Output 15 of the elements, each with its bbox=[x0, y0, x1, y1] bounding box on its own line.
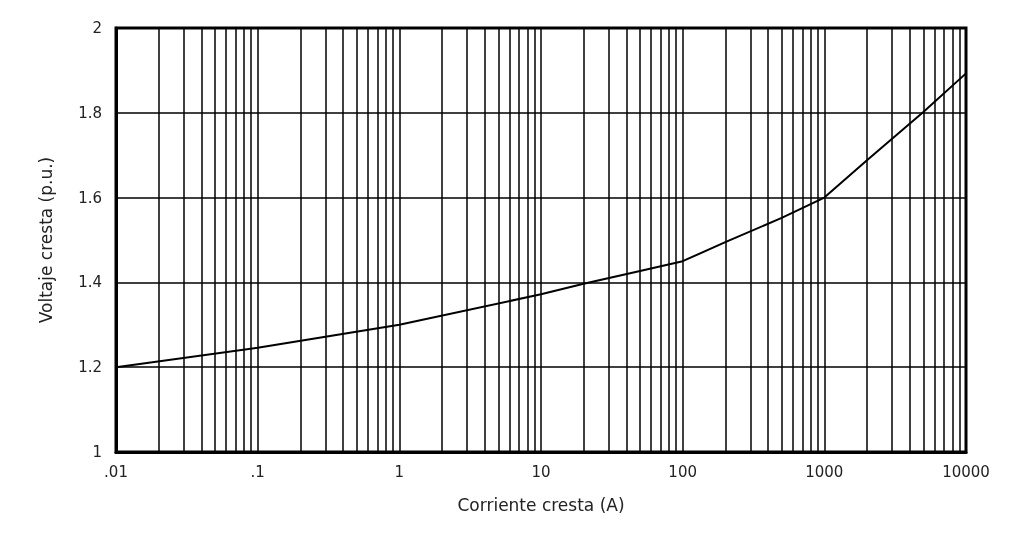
y-tick-label: 1 bbox=[92, 443, 102, 461]
y-tick-label: 1.4 bbox=[78, 273, 102, 292]
x-tick-label: 1 bbox=[394, 462, 405, 481]
x-tick-label: 1000 bbox=[805, 462, 844, 481]
x-tick-label: 10000 bbox=[942, 462, 990, 481]
x-tick-label: .01 bbox=[104, 462, 128, 481]
y-tick-label: 1.2 bbox=[78, 358, 102, 377]
x-tick-label: 10 bbox=[531, 462, 551, 481]
y-tick-label: 2 bbox=[92, 19, 102, 37]
y-tick-label: 1.8 bbox=[78, 103, 102, 122]
y-axis-title: Voltaje cresta (p.u.) bbox=[35, 156, 56, 324]
x-tick-label: .1 bbox=[250, 462, 265, 481]
x-tick-label: 100 bbox=[668, 462, 697, 481]
x-axis-title: Corriente cresta (A) bbox=[457, 494, 625, 515]
y-tick-label: 1.6 bbox=[78, 188, 102, 207]
